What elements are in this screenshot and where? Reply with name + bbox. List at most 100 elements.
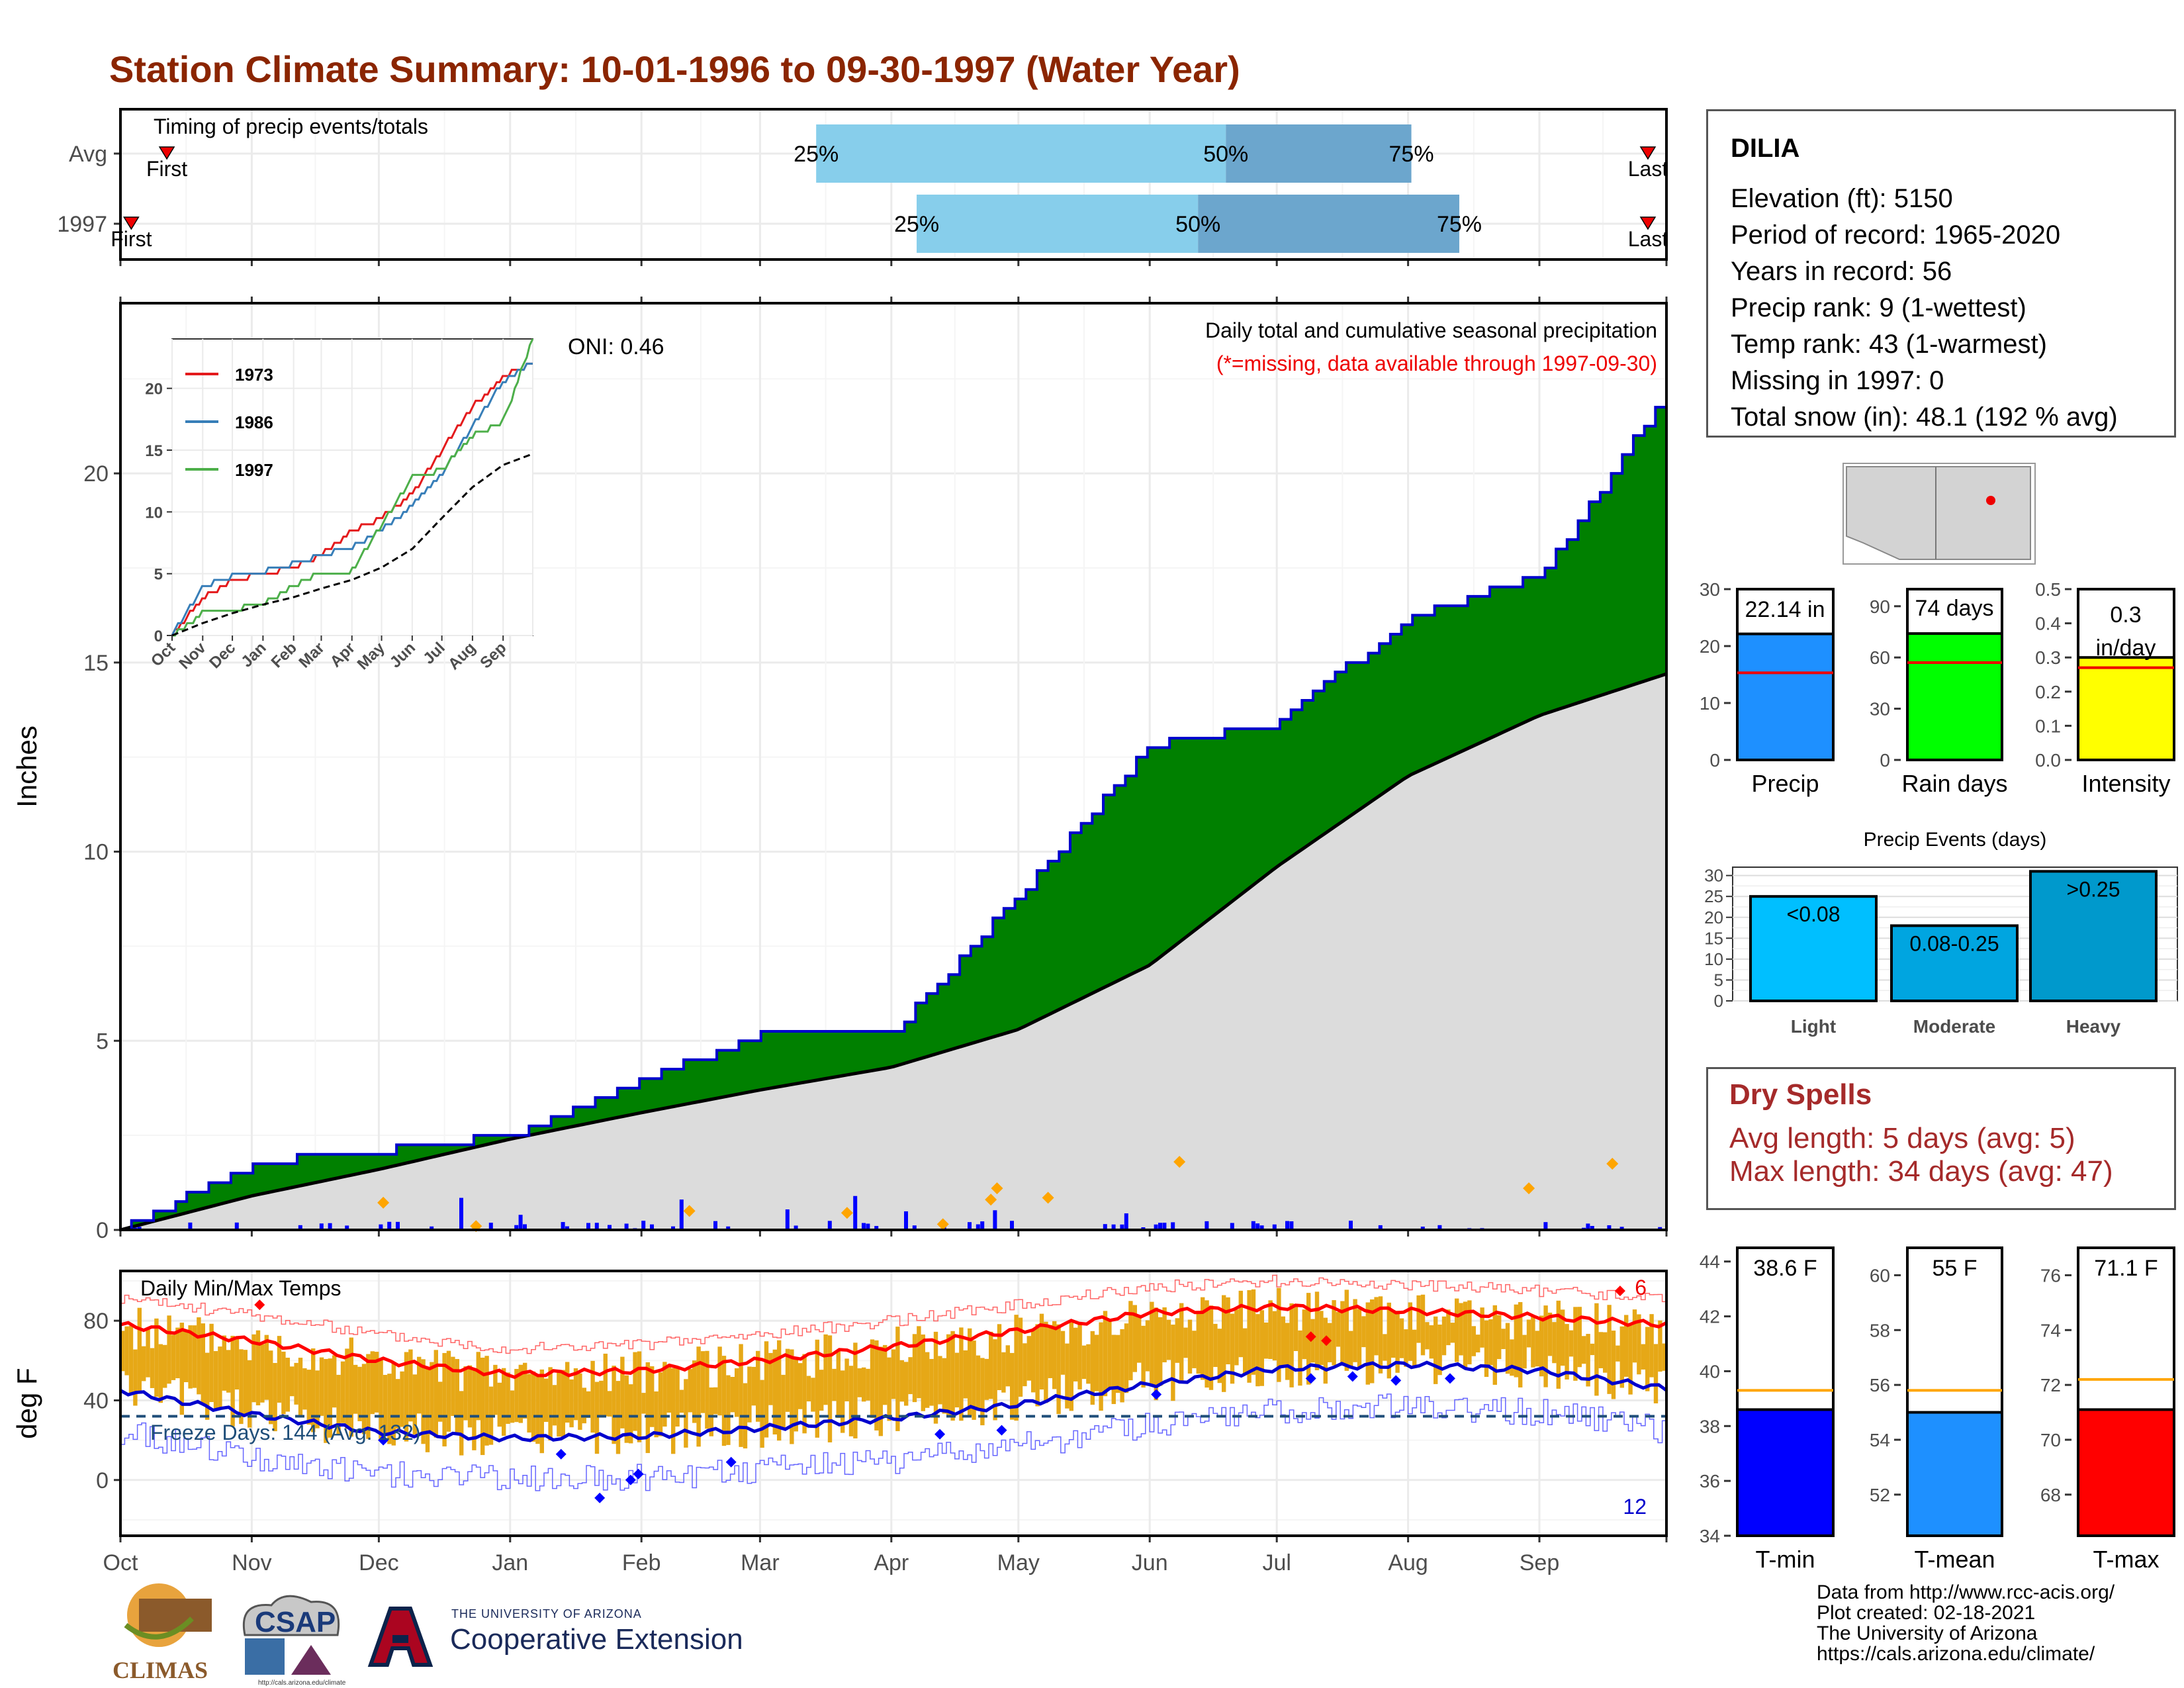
inset-y-tick-label: 20 xyxy=(145,381,163,399)
tmin-value: 38.6 F xyxy=(1753,1256,1817,1281)
tmax-value: 71.1 F xyxy=(2094,1256,2158,1281)
daily-temp-bar xyxy=(645,1362,650,1454)
daily-temp-bar xyxy=(1026,1336,1031,1381)
daily-temp-bar xyxy=(1522,1335,1527,1369)
daily-temp-bar xyxy=(637,1351,642,1442)
daily-temp-bar xyxy=(315,1370,320,1429)
tmean-summary-label: T-mean xyxy=(1914,1546,1995,1573)
daily-precip-bar xyxy=(459,1197,463,1230)
daily-temp-bar xyxy=(345,1348,349,1429)
daily-temp-bar xyxy=(815,1339,819,1438)
daily-temp-bar xyxy=(290,1366,295,1397)
daily-temp-bar xyxy=(1124,1323,1129,1393)
timing-bar-25-50 xyxy=(917,195,1199,253)
daily-temp-bar xyxy=(781,1374,786,1428)
daily-temp-bar xyxy=(476,1352,480,1421)
daily-temp-bar xyxy=(917,1326,921,1399)
daily-temp-bar xyxy=(662,1362,667,1427)
daily-temp-bar xyxy=(836,1350,841,1419)
daily-precip-bar xyxy=(993,1210,997,1230)
daily-temp-bar xyxy=(226,1350,231,1393)
daily-temp-bar xyxy=(1383,1334,1387,1361)
daily-temp-bar xyxy=(883,1344,887,1405)
daily-temp-bar xyxy=(785,1348,790,1412)
daily-temp-bar xyxy=(1272,1311,1277,1361)
daily-temp-bar xyxy=(862,1367,866,1402)
daily-temp-bar xyxy=(1607,1305,1612,1394)
daily-temp-bar xyxy=(751,1366,756,1406)
daily-precip-bar xyxy=(234,1222,239,1230)
daily-precip-bar xyxy=(968,1222,972,1230)
inset-series-1973 xyxy=(171,362,533,636)
event-category-label: Moderate xyxy=(1913,1016,1995,1037)
daily-temp-bar xyxy=(721,1356,727,1446)
daily-precip-bar xyxy=(794,1225,798,1230)
rain-days-summary-label: Rain days xyxy=(1901,770,2007,797)
rain-days-value: 74 days xyxy=(1915,596,1993,621)
daily-temp-bar xyxy=(150,1348,155,1388)
daily-temp-bar xyxy=(565,1362,570,1423)
event-bar-heavy xyxy=(2029,870,2158,1002)
daily-temp-bar xyxy=(1561,1309,1565,1366)
daily-temp-bar xyxy=(1535,1331,1539,1367)
daily-temp-bar xyxy=(841,1370,845,1433)
last-event-marker xyxy=(1639,216,1657,230)
daily-temp-bar xyxy=(1166,1319,1171,1360)
intensity-summary-bar xyxy=(2077,656,2175,762)
timing-panel-label: Timing of precip events/totals xyxy=(154,115,428,138)
month-label: Aug xyxy=(1388,1550,1428,1575)
events-tick-label: 30 xyxy=(1704,866,1723,886)
daily-precip-bar xyxy=(1619,1227,1624,1230)
heavy-event-marker xyxy=(936,1218,949,1231)
daily-temp-bar xyxy=(954,1352,960,1408)
daily-temp-bar xyxy=(400,1371,404,1427)
record-low-marker xyxy=(378,1434,389,1446)
daily-temp-bar xyxy=(124,1326,129,1376)
record-low-marker xyxy=(1305,1373,1316,1384)
daily-temp-bar xyxy=(1107,1319,1112,1389)
daily-temp-bar xyxy=(1353,1299,1357,1362)
main-note: (*=missing, data available through 1997-… xyxy=(1216,352,1657,375)
daily-temp-bar xyxy=(735,1368,739,1417)
intensity-summary-tick-label: 0.0 xyxy=(2035,750,2061,771)
tmin-summary-tick-label: 38 xyxy=(1700,1416,1720,1436)
daily-temp-bar xyxy=(1645,1327,1650,1391)
daily-temp-bar xyxy=(484,1356,489,1446)
daily-temp-bar xyxy=(142,1346,146,1382)
event-category-label: Heavy xyxy=(2066,1016,2121,1037)
daily-precip-bar xyxy=(319,1223,324,1230)
inset-legend-label: 1973 xyxy=(235,365,273,385)
daily-temp-bar xyxy=(1010,1352,1015,1420)
daily-precip-bar xyxy=(874,1226,879,1230)
tmax-summary-tick-label: 74 xyxy=(2040,1320,2061,1340)
tmin-summary-label: T-min xyxy=(1756,1546,1815,1573)
daily-temp-bar xyxy=(972,1340,976,1420)
events-title: Precip Events (days) xyxy=(1864,829,2047,851)
heavy-event-marker xyxy=(377,1196,390,1209)
daily-temp-bar xyxy=(463,1366,468,1421)
record-low-line xyxy=(120,1393,1666,1491)
daily-temp-bar xyxy=(340,1361,345,1423)
daily-temp-bar xyxy=(1048,1325,1052,1378)
daily-temp-bar xyxy=(1471,1326,1476,1356)
daily-temp-bar xyxy=(353,1364,358,1414)
precip-summary-bar xyxy=(1736,632,1835,762)
daily-temp-bar xyxy=(1065,1343,1069,1409)
daily-temp-bar xyxy=(777,1340,782,1441)
daily-temp-bar xyxy=(1264,1322,1269,1359)
event-bar-label: 0.08-0.25 xyxy=(1909,931,1999,955)
daily-temp-bar xyxy=(1480,1307,1484,1348)
dry-spells-max: Max length: 34 days (avg: 47) xyxy=(1729,1155,2113,1188)
inset-normal-line xyxy=(171,453,533,637)
daily-temp-bar xyxy=(146,1329,150,1378)
daily-temp-bar xyxy=(1243,1328,1248,1376)
heavy-event-marker xyxy=(1606,1158,1619,1170)
csap-logo: CSAP http://cals.arizona.edu/climate xyxy=(242,1595,346,1687)
daily-temp-bar xyxy=(997,1324,1002,1391)
main-frame xyxy=(119,302,1668,1231)
daily-temp-bar xyxy=(311,1348,316,1432)
daily-precip-bar xyxy=(1378,1225,1383,1230)
cumulative-line xyxy=(120,388,1668,1231)
precip-value: 22.14 in xyxy=(1745,597,1825,622)
daily-temp-bar xyxy=(1192,1331,1197,1368)
